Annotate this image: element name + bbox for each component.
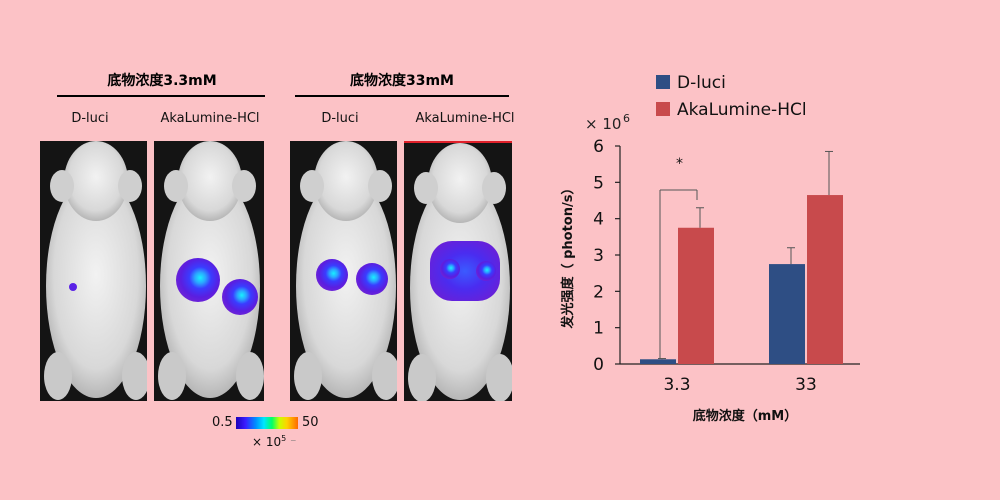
x-axis-label: 底物浓度（mM） <box>693 408 797 424</box>
column-label-dluci-33mM: D-luci <box>321 111 359 126</box>
y-axis-label: 发光强度（ photon/s） <box>560 182 576 330</box>
y-tick-label: 5 <box>593 173 604 193</box>
mouse-svg-aka-33mM <box>408 143 512 401</box>
legend-swatch-D-luci <box>656 75 670 89</box>
colorbar-unit-suffix: ⁻ <box>290 435 297 449</box>
y-tick-label: 4 <box>593 210 604 230</box>
luminescence-spot <box>356 263 388 295</box>
y-multiplier: × 10 <box>585 115 621 133</box>
y-tick-label: 3 <box>593 246 604 266</box>
group-title-33mM: 底物浓度33mM <box>349 73 454 89</box>
luminescence-spot <box>69 283 77 291</box>
colorbar-unit-text: × 10 <box>252 435 282 449</box>
colorbar-unit: × 105 ⁻ <box>252 434 296 449</box>
mouse-image-aka-33mM <box>404 141 512 401</box>
legend-label-AkaLumine-HCl: AkaLumine-HCl <box>677 100 807 120</box>
luminescence-spot <box>476 261 496 281</box>
x-tick-label: 33 <box>795 375 817 395</box>
luminescence-spot <box>222 279 258 315</box>
mouse-svg-aka-3mM <box>158 141 264 400</box>
y-tick-label: 0 <box>593 355 604 375</box>
x-tick-label: 3.3 <box>663 375 690 395</box>
bar-AkaLumine-HCl-33 <box>807 195 843 364</box>
legend-label-D-luci: D-luci <box>677 73 726 93</box>
luminescence-spot <box>440 259 460 279</box>
colorbar-gradient <box>236 417 298 429</box>
group-title-3mM: 底物浓度3.3mM <box>107 73 217 89</box>
mouse-image-dluci-33mM <box>290 141 397 401</box>
mouse-svg-dluci-33mM <box>294 141 397 400</box>
y-tick-label: 6 <box>593 137 604 157</box>
y-tick-label: 1 <box>593 319 604 339</box>
column-label-aka-33mM: AkaLumine-HCl <box>415 111 515 126</box>
bar-D-luci-33 <box>769 264 805 364</box>
significance-star: * <box>676 156 683 172</box>
luminescence-spot <box>176 258 220 302</box>
column-label-dluci-3mM: D-luci <box>71 111 109 126</box>
group-underline-33mM <box>295 95 509 97</box>
bar-AkaLumine-HCl-3.3 <box>678 227 714 364</box>
colorbar-max-label: 50 <box>302 415 319 430</box>
colorbar-min-label: 0.5 <box>212 415 233 430</box>
luminescence-spot <box>430 241 500 301</box>
mouse-image-dluci-3mM <box>40 141 147 401</box>
bar-D-luci-3.3 <box>640 359 676 364</box>
legend-swatch-AkaLumine-HCl <box>656 102 670 116</box>
column-label-aka-3mM: AkaLumine-HCl <box>160 111 260 126</box>
mouse-image-aka-3mM <box>154 141 264 401</box>
group-underline-3mM <box>57 95 265 97</box>
luminescence-spot <box>316 259 348 291</box>
y-tick-label: 2 <box>593 282 604 302</box>
colorbar-unit-exp: 5 <box>281 434 287 443</box>
y-multiplier-exp: 6 <box>623 112 630 125</box>
mouse-svg-dluci-3mM <box>44 141 147 400</box>
